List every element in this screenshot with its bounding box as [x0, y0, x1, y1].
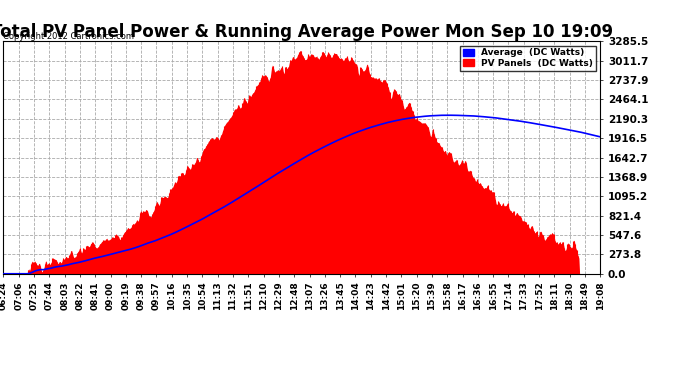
- Text: Copyright 2012 Cartronics.com: Copyright 2012 Cartronics.com: [3, 32, 135, 41]
- Legend: Average  (DC Watts), PV Panels  (DC Watts): Average (DC Watts), PV Panels (DC Watts): [460, 46, 595, 70]
- Title: Total PV Panel Power & Running Average Power Mon Sep 10 19:09: Total PV Panel Power & Running Average P…: [0, 23, 613, 41]
